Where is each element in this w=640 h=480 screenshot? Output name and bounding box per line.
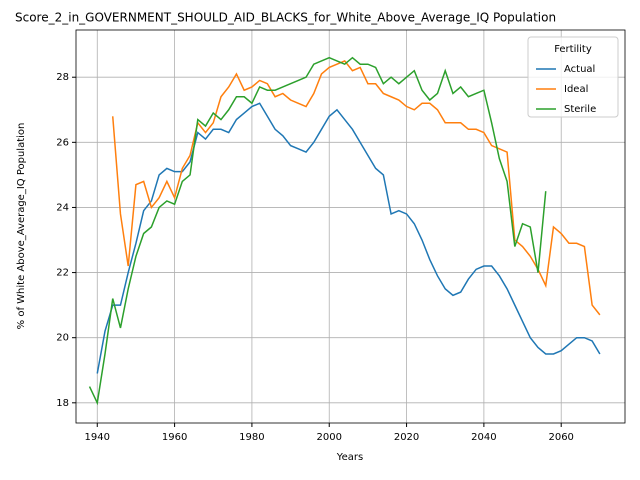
- line-series: [111, 60, 601, 316]
- y-tick-label: 24: [56, 202, 69, 213]
- x-tick-label: 2020: [394, 432, 419, 443]
- y-tick-label: 20: [56, 333, 69, 344]
- x-tick-label: 2060: [548, 432, 573, 443]
- x-axis-label: Years: [336, 452, 363, 463]
- line-series: [88, 56, 547, 406]
- x-tick-label: 2000: [317, 432, 342, 443]
- legend-label: Sterile: [564, 104, 596, 115]
- legend-label: Ideal: [564, 84, 588, 95]
- legend-title: Fertility: [554, 44, 592, 55]
- y-tick-label: 28: [56, 72, 69, 83]
- legend-box: [527, 36, 619, 118]
- y-tick-label: 26: [56, 137, 69, 148]
- x-tick-label: 1940: [85, 432, 110, 443]
- chart-title: Score_2_in_GOVERNMENT_SHOULD_AID_BLACKS_…: [15, 11, 556, 25]
- plot-frame: [75, 29, 626, 424]
- x-tick-label: 2040: [471, 432, 496, 443]
- x-tick-label: 1960: [162, 432, 187, 443]
- legend-label: Actual: [564, 64, 595, 75]
- y-tick-label: 22: [56, 268, 69, 279]
- y-tick-label: 18: [56, 398, 69, 409]
- x-tick-label: 1980: [239, 432, 264, 443]
- y-axis-label: % of White Above_Average_IQ Population: [16, 123, 27, 330]
